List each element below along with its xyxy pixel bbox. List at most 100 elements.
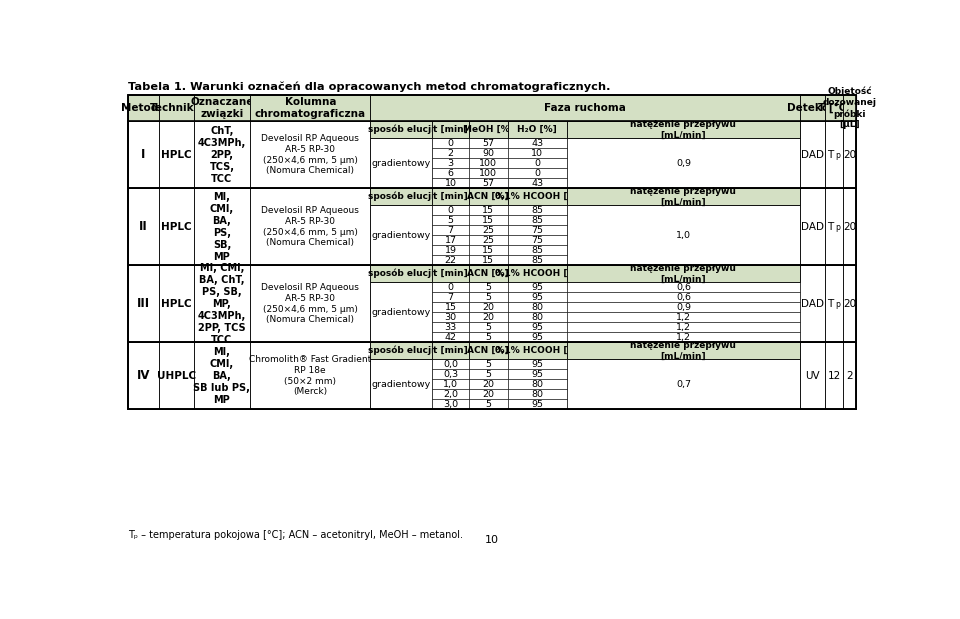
Bar xyxy=(508,265,567,282)
Bar xyxy=(158,265,194,342)
Bar xyxy=(843,121,856,188)
Text: DAD: DAD xyxy=(801,299,824,309)
Text: 1,2: 1,2 xyxy=(676,313,691,322)
Bar xyxy=(567,322,800,332)
Text: gradientowy: gradientowy xyxy=(372,308,431,317)
Bar xyxy=(432,148,468,158)
Bar xyxy=(468,245,508,255)
Bar xyxy=(567,205,800,265)
Bar xyxy=(508,359,567,369)
Bar xyxy=(468,158,508,168)
Bar xyxy=(128,95,856,409)
Text: 1,0: 1,0 xyxy=(443,379,458,389)
Text: 10: 10 xyxy=(485,535,499,545)
Text: 3,0: 3,0 xyxy=(443,400,458,409)
Bar xyxy=(800,95,826,121)
Bar xyxy=(508,332,567,342)
Bar xyxy=(468,235,508,245)
Bar xyxy=(508,292,567,302)
Text: ACN [%]: ACN [%] xyxy=(468,193,509,201)
Bar xyxy=(508,312,567,322)
Text: 10: 10 xyxy=(444,179,457,188)
Bar xyxy=(567,292,800,302)
Bar xyxy=(468,138,508,148)
Text: 100: 100 xyxy=(479,158,497,168)
Bar xyxy=(432,215,468,225)
Text: MI, CMI,
BA, ChT,
PS, SB,
MP,
4C3MPh,
2PP, TCS
TCC: MI, CMI, BA, ChT, PS, SB, MP, 4C3MPh, 2P… xyxy=(198,262,246,345)
Bar xyxy=(567,312,800,322)
Bar xyxy=(432,121,468,138)
Bar xyxy=(468,369,508,379)
Text: natężenie przepływu
[mL/min]: natężenie przepływu [mL/min] xyxy=(631,341,736,361)
Bar xyxy=(468,282,508,292)
Bar xyxy=(468,265,508,282)
Text: 7: 7 xyxy=(447,226,453,235)
Bar xyxy=(158,342,194,409)
Bar xyxy=(432,342,468,359)
Bar xyxy=(567,342,800,359)
Bar xyxy=(567,138,800,188)
Bar xyxy=(128,95,856,409)
Bar xyxy=(128,188,856,265)
Text: Tabela 1. Warunki označeń dla opracowanych metod chromatograficznych.: Tabela 1. Warunki označeń dla opracowany… xyxy=(128,82,611,92)
Text: Develosil RP Aqueous
AR-5 RP-30
(250×4,6 mm, 5 µm)
(Nomura Chemical): Develosil RP Aqueous AR-5 RP-30 (250×4,6… xyxy=(261,134,359,175)
Text: 2,0: 2,0 xyxy=(443,390,458,399)
Text: MI,
CMI,
BA,
SB lub PS,
MP: MI, CMI, BA, SB lub PS, MP xyxy=(194,347,251,405)
Text: 17: 17 xyxy=(444,236,457,245)
Text: 85: 85 xyxy=(531,206,543,215)
Text: 43: 43 xyxy=(531,179,543,188)
Bar xyxy=(251,121,371,188)
Bar xyxy=(508,178,567,188)
Text: 5: 5 xyxy=(447,215,453,225)
Text: 5: 5 xyxy=(485,333,492,342)
Text: 5: 5 xyxy=(485,283,492,292)
Text: 5: 5 xyxy=(485,322,492,332)
Text: 0,9: 0,9 xyxy=(676,303,691,312)
Text: 0,0: 0,0 xyxy=(443,360,458,369)
Text: Develosil RP Aqueous
AR-5 RP-30
(250×4,6 mm, 5 µm)
(Nomura Chemical): Develosil RP Aqueous AR-5 RP-30 (250×4,6… xyxy=(261,206,359,248)
Text: 5: 5 xyxy=(485,293,492,301)
Bar xyxy=(508,245,567,255)
Bar xyxy=(468,322,508,332)
Text: UHPLC: UHPLC xyxy=(156,371,196,381)
Bar xyxy=(432,322,468,332)
Bar xyxy=(194,95,251,121)
Bar xyxy=(508,255,567,265)
Bar xyxy=(432,235,468,245)
Text: 1,2: 1,2 xyxy=(676,333,691,342)
Bar xyxy=(432,359,468,369)
Text: 80: 80 xyxy=(531,379,543,389)
Bar xyxy=(508,168,567,178)
Bar xyxy=(128,342,158,409)
Text: 0,1% HCOOH [%]: 0,1% HCOOH [%] xyxy=(494,346,580,355)
Text: 6: 6 xyxy=(447,169,453,178)
Text: I: I xyxy=(141,148,145,161)
Bar xyxy=(194,188,251,265)
Bar xyxy=(128,265,158,342)
Text: 5: 5 xyxy=(485,370,492,379)
Bar xyxy=(508,302,567,312)
Bar xyxy=(800,121,826,188)
Text: 25: 25 xyxy=(482,236,494,245)
Text: 5: 5 xyxy=(485,400,492,409)
Bar xyxy=(432,168,468,178)
Text: Chromolith® Fast Gradient
RP 18e
(50×2 mm)
(Merck): Chromolith® Fast Gradient RP 18e (50×2 m… xyxy=(250,355,372,396)
Bar xyxy=(371,359,432,409)
Text: IV: IV xyxy=(136,370,150,383)
Text: gradientowy: gradientowy xyxy=(372,231,431,240)
Text: MeOH [%]: MeOH [%] xyxy=(463,125,514,134)
Text: 80: 80 xyxy=(531,313,543,322)
Text: 100: 100 xyxy=(479,169,497,178)
Bar xyxy=(371,282,432,342)
Text: 0: 0 xyxy=(447,283,453,292)
Bar xyxy=(468,302,508,312)
Bar xyxy=(194,265,251,342)
Bar xyxy=(468,168,508,178)
Bar xyxy=(508,389,567,399)
Bar xyxy=(158,95,194,121)
Text: p: p xyxy=(835,300,840,310)
Text: 3: 3 xyxy=(447,158,454,168)
Text: DAD: DAD xyxy=(801,222,824,232)
Bar xyxy=(843,95,856,121)
Text: natężenie przepływu
[mL/min]: natężenie przepływu [mL/min] xyxy=(631,120,736,140)
